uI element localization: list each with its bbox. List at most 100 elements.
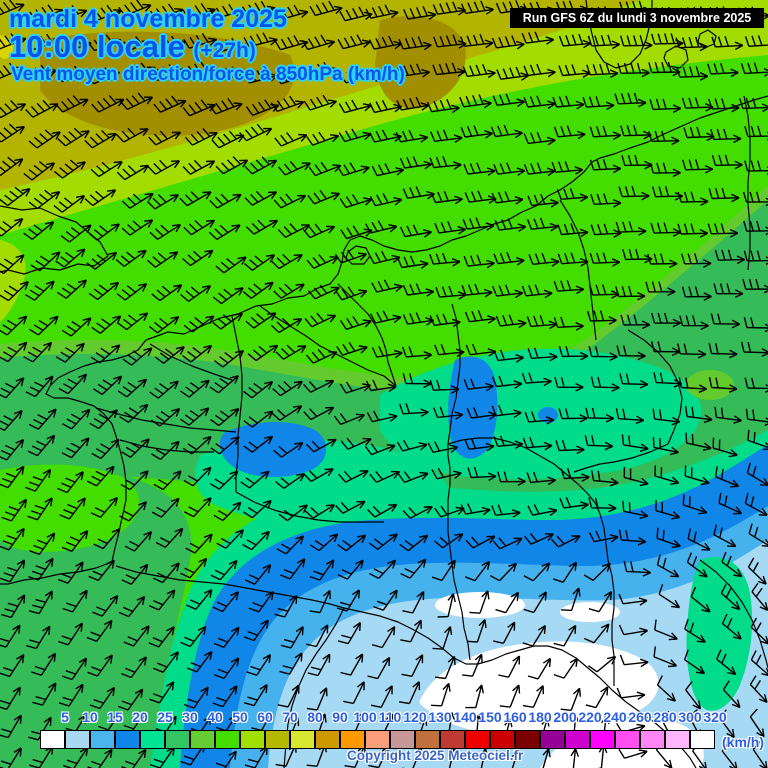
wind-barb bbox=[710, 128, 742, 144]
wind-barb bbox=[25, 280, 55, 301]
wind-barb bbox=[152, 562, 180, 584]
wind-barb bbox=[708, 187, 740, 203]
wind-barb bbox=[653, 372, 683, 388]
wind-barb bbox=[523, 131, 556, 146]
wind-barb bbox=[148, 626, 175, 648]
wind-barb bbox=[121, 192, 154, 209]
legend-tick-label: 220 bbox=[578, 709, 602, 725]
wind-barb bbox=[25, 468, 52, 492]
wind-barb bbox=[553, 657, 578, 679]
wind-barb bbox=[337, 622, 361, 645]
wind-barb bbox=[309, 533, 339, 552]
wind-barb bbox=[153, 470, 182, 491]
wind-barb bbox=[614, 92, 647, 108]
wind-barb bbox=[682, 159, 714, 174]
wind-barb bbox=[460, 125, 493, 139]
wind-barb bbox=[148, 130, 182, 146]
legend-tick-label: 100 bbox=[353, 709, 377, 725]
wind-barb bbox=[522, 436, 553, 451]
region-border bbox=[95, 407, 237, 433]
wind-barb bbox=[750, 617, 768, 645]
wind-barb bbox=[151, 284, 183, 302]
wind-barb bbox=[649, 162, 681, 178]
wind-barb bbox=[590, 376, 620, 392]
wind-barb bbox=[182, 249, 214, 267]
wind-barb bbox=[150, 408, 181, 427]
wind-barb bbox=[209, 408, 240, 427]
wind-barb bbox=[616, 722, 646, 734]
wind-barb bbox=[685, 432, 712, 451]
legend-color-cell bbox=[440, 730, 465, 749]
legend-tick-label: 300 bbox=[678, 709, 702, 725]
wind-barb bbox=[493, 162, 526, 176]
wind-barb bbox=[555, 439, 585, 455]
wind-barb bbox=[26, 625, 51, 650]
wind-barb bbox=[553, 280, 585, 295]
wind-barb bbox=[306, 687, 328, 711]
legend-color-cell bbox=[115, 730, 140, 749]
wind-barb bbox=[398, 36, 432, 51]
wind-barb bbox=[460, 503, 491, 516]
wind-barb bbox=[523, 95, 556, 109]
wind-barb bbox=[583, 562, 611, 582]
wind-barb bbox=[682, 494, 708, 515]
wind-barb bbox=[618, 624, 649, 637]
coast-mediterranean bbox=[343, 607, 697, 768]
wind-barb bbox=[466, 619, 487, 643]
wind-barb bbox=[271, 253, 303, 270]
wind-barb bbox=[542, 748, 551, 768]
wind-barb bbox=[29, 532, 56, 556]
wind-barb bbox=[648, 61, 681, 77]
wind-barb bbox=[274, 595, 298, 618]
wind-barb bbox=[400, 619, 422, 643]
wind-barb bbox=[400, 558, 427, 579]
legend-color-cell bbox=[190, 730, 215, 749]
wind-barb bbox=[511, 749, 520, 768]
wind-barb bbox=[149, 380, 179, 399]
wind-barb bbox=[213, 501, 242, 522]
wind-barb bbox=[23, 161, 56, 181]
wind-barb bbox=[521, 284, 553, 299]
wind-barb bbox=[426, 99, 460, 114]
wind-barb bbox=[118, 0, 152, 17]
wind-barb bbox=[23, 221, 55, 240]
wind-barb bbox=[683, 126, 715, 142]
wind-barb bbox=[212, 287, 244, 305]
wind-barb bbox=[343, 711, 365, 736]
wind-barb bbox=[278, 717, 300, 741]
wind-barb bbox=[722, 680, 741, 709]
wind-barb bbox=[398, 681, 421, 705]
wind-barb bbox=[273, 442, 304, 458]
wind-barb bbox=[746, 462, 768, 487]
wind-barb bbox=[653, 646, 678, 668]
legend-color-cell bbox=[390, 730, 415, 749]
wind-barb bbox=[0, 100, 27, 119]
wind-barb bbox=[463, 254, 495, 269]
wind-barb bbox=[464, 560, 491, 582]
wind-barb bbox=[521, 31, 555, 45]
wind-barb bbox=[719, 709, 735, 739]
wind-barb bbox=[620, 125, 652, 140]
wind-barb bbox=[183, 33, 218, 49]
wind-barb bbox=[248, 714, 271, 737]
wind-barb bbox=[685, 406, 713, 424]
wind-barb bbox=[151, 440, 180, 460]
legend-tick-label: 20 bbox=[132, 709, 148, 725]
wind-barb bbox=[243, 381, 274, 399]
wind-barb bbox=[212, 714, 237, 737]
wind-barb bbox=[115, 249, 147, 267]
wind-barb bbox=[371, 346, 403, 359]
wind-barb bbox=[337, 534, 367, 552]
wind-barb bbox=[462, 217, 495, 231]
wind-barb bbox=[117, 688, 144, 711]
wind-barb bbox=[585, 686, 609, 709]
wind-barb bbox=[720, 583, 741, 611]
wind-barb bbox=[493, 435, 524, 449]
wind-barb bbox=[340, 225, 373, 240]
wind-barb bbox=[681, 286, 712, 301]
border-germany-internal bbox=[559, 199, 597, 341]
wind-barb bbox=[369, 470, 401, 483]
wind-barb bbox=[272, 380, 303, 397]
